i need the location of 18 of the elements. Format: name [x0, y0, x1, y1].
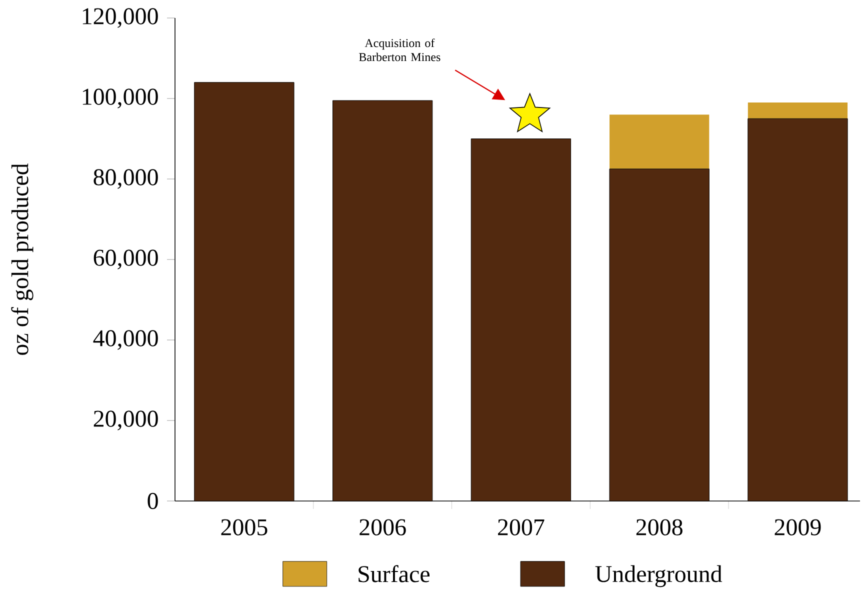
y-tick-label: 100,000 [82, 88, 158, 108]
y-tick-label: 20,000 [94, 410, 158, 430]
y-tick-label: 80,000 [94, 169, 158, 189]
annotation: Acquisition of Barberton Mines [359, 38, 440, 62]
x-tick-label: 2009 [774, 519, 821, 536]
legend-label: Surface [358, 565, 430, 582]
x-tick-label: 2005 [221, 519, 268, 536]
legend-label: Underground [595, 565, 722, 588]
bar [748, 102, 848, 119]
x-tick-label: 2007 [498, 519, 544, 536]
y-tick-label: 60,000 [94, 250, 158, 270]
x-tick-label: 2008 [636, 519, 682, 536]
x-tick-label: 2006 [360, 519, 406, 536]
y-tick-label: 0 [148, 492, 158, 510]
y-tick-label: 120,000 [82, 8, 158, 28]
y-axis-title: oz of gold produced [11, 164, 34, 355]
y-tick-label: 40,000 [93, 330, 158, 350]
bar [610, 114, 710, 169]
